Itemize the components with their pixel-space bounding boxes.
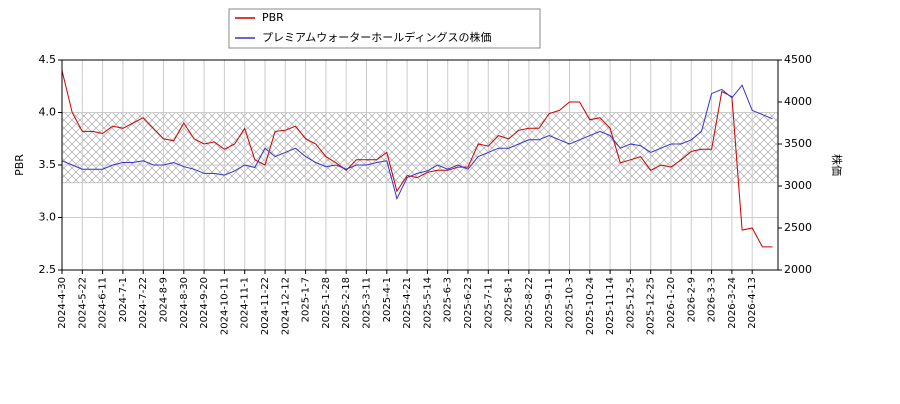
- x-tick-label: 2024-9-20: [199, 277, 210, 329]
- legend-label: PBR: [262, 11, 284, 24]
- x-tick-label: 2025-5-14: [422, 277, 433, 329]
- x-tick-label: 2024-11-1: [240, 277, 251, 329]
- x-tick-label: 2025-9-11: [544, 277, 555, 329]
- x-tick-label: 2025-7-11: [483, 277, 494, 329]
- y2-tick-label: 2000: [784, 263, 812, 276]
- x-tick-label: 2025-2-18: [341, 277, 352, 329]
- x-tick-label: 2025-8-1: [504, 277, 515, 322]
- y2-tick-label: 4500: [784, 53, 812, 66]
- x-tick-label: 2025-10-24: [585, 277, 596, 335]
- x-tick-label: 2025-12-25: [646, 277, 657, 335]
- x-tick-label: 2025-10-3: [565, 277, 576, 329]
- band: [61, 112, 779, 184]
- x-tick-label: 2024-11-22: [260, 277, 271, 335]
- x-tick-label: 2026-2-9: [686, 277, 697, 322]
- x-tick-label: 2024-10-11: [219, 277, 230, 335]
- y-tick-label: 3.5: [39, 158, 57, 171]
- x-tick-label: 2024-8-9: [159, 277, 170, 322]
- y2-tick-label: 2500: [784, 221, 812, 234]
- x-tick-label: 2024-4-30: [57, 277, 68, 329]
- y2-tick-label: 3000: [784, 179, 812, 192]
- y2-tick-label: 4000: [784, 95, 812, 108]
- legend-label: プレミアムウォーターホールディングスの株価: [262, 30, 491, 44]
- x-tick-label: 2026-1-20: [666, 277, 677, 329]
- x-tick-label: 2025-3-11: [362, 277, 373, 329]
- x-tick-label: 2026-3-24: [727, 277, 738, 329]
- x-tick-label: 2025-1-7: [301, 277, 312, 322]
- x-tick-label: 2025-6-3: [443, 277, 454, 322]
- x-tick-label: 2026-3-3: [707, 277, 718, 322]
- x-tick-label: 2025-4-21: [402, 277, 413, 329]
- x-tick-label: 2024-6-11: [98, 277, 109, 329]
- x-tick-label: 2025-8-22: [524, 277, 535, 329]
- legend-box: [228, 8, 541, 49]
- x-tick-label: 2024-8-30: [179, 277, 190, 329]
- x-tick-label: 2026-4-13: [747, 277, 758, 329]
- x-tick-label: 2025-12-5: [625, 277, 636, 329]
- legend: PBR プレミアムウォーターホールディングスの株価: [228, 8, 541, 49]
- x-tick-label: 2024-5-22: [77, 277, 88, 329]
- x-tick-label: 2024-7-1: [118, 277, 129, 322]
- y-axis-label: PBR: [13, 154, 26, 176]
- x-tick-label: 2025-6-23: [463, 277, 474, 329]
- y-tick-label: 4.5: [39, 53, 57, 66]
- x-tick-label: 2025-1-28: [321, 277, 332, 329]
- series-line: [61, 84, 773, 201]
- x-tick-label: 2025-4-1: [382, 277, 393, 322]
- y2-axis-label: 株価: [830, 154, 844, 176]
- y-tick-label: 2.5: [39, 263, 57, 276]
- y2-tick-label: 3500: [784, 137, 812, 150]
- x-tick-label: 2024-7-22: [138, 277, 149, 329]
- series-line: [61, 70, 773, 248]
- y-tick-label: 3.0: [39, 211, 57, 224]
- x-tick-label: 2024-12-12: [280, 277, 291, 335]
- x-tick-label: 2025-11-14: [605, 277, 616, 335]
- y-tick-label: 4.0: [39, 106, 57, 119]
